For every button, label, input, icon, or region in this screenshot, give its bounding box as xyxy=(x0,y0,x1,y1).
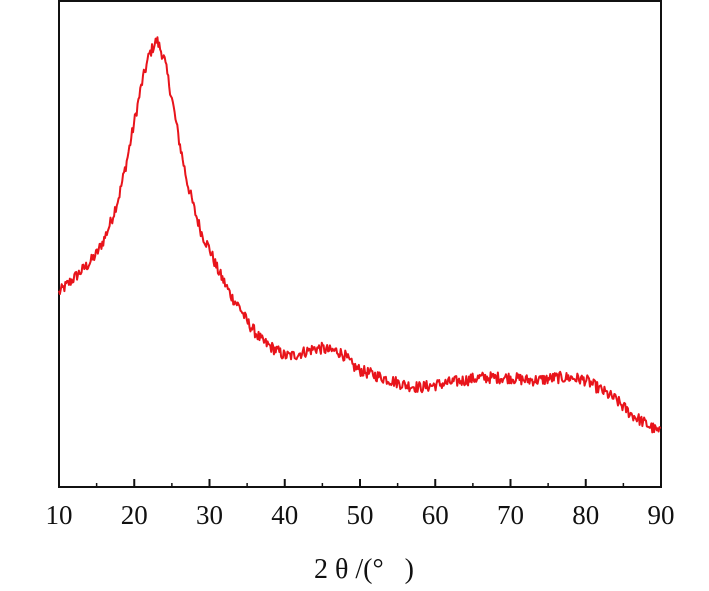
series-layer xyxy=(58,36,662,434)
x-tick-label: 90 xyxy=(648,500,675,530)
plot-frame xyxy=(58,0,662,488)
x-tick-label: 10 xyxy=(46,500,73,530)
x-tick-label: 50 xyxy=(347,500,374,530)
x-axis-ticks xyxy=(58,479,662,487)
x-tick-label: 40 xyxy=(271,500,298,530)
x-axis-title: 2 θ /(° ) xyxy=(314,554,414,585)
x-tick-label: 60 xyxy=(422,500,449,530)
x-tick-label: 20 xyxy=(121,500,148,530)
x-tick-label: 70 xyxy=(497,500,524,530)
x-axis-tick-labels: 10 20 30 40 50 60 70 80 90 xyxy=(46,500,675,530)
x-tick-label: 30 xyxy=(196,500,223,530)
series-line-0 xyxy=(58,36,662,434)
x-tick-label: 80 xyxy=(572,500,599,530)
